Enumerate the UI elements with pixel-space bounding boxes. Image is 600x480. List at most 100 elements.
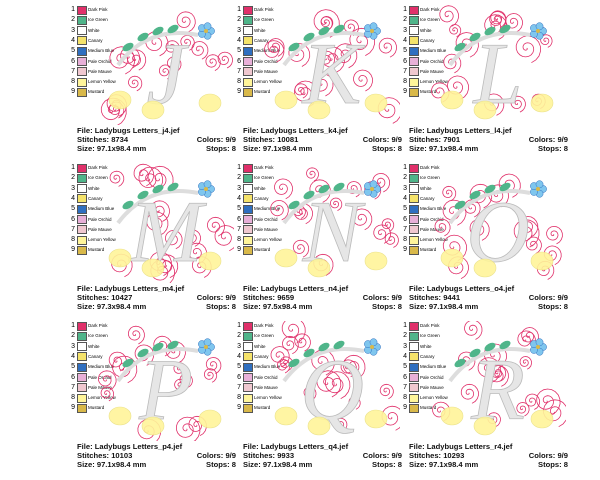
color-name: Canary bbox=[254, 195, 269, 201]
design-preview: K bbox=[264, 9, 400, 124]
swirl bbox=[464, 321, 483, 340]
stitches-label: Stitches: bbox=[243, 135, 276, 144]
file-name: File: Ladybugs Letters_q4.jef bbox=[243, 442, 348, 451]
color-name: Pale Mauve bbox=[254, 384, 278, 390]
color-swatch bbox=[409, 77, 419, 87]
vine bbox=[448, 347, 531, 383]
file-name-value: Ladybugs Letters_q4.jef bbox=[260, 442, 349, 451]
color-swatch bbox=[409, 321, 419, 331]
design-preview: R bbox=[432, 321, 566, 439]
color-number: 6 bbox=[403, 373, 407, 381]
color-swatch bbox=[243, 245, 253, 255]
swirl bbox=[282, 335, 299, 355]
file-name: File: Ladybugs Letters_n4.jef bbox=[243, 284, 348, 293]
color-number: 7 bbox=[403, 383, 407, 391]
stitches-value: 9441 bbox=[443, 293, 461, 302]
size-value: 97.1x98.4 mm bbox=[96, 144, 147, 153]
swirl bbox=[469, 218, 490, 241]
file-name-label: File: bbox=[243, 126, 259, 135]
swirl bbox=[489, 11, 507, 30]
design-preview: Q bbox=[270, 321, 400, 439]
color-name: Dark Pink bbox=[420, 165, 440, 170]
stops-label: Stops: bbox=[372, 144, 396, 153]
leaf bbox=[469, 190, 481, 200]
color-swatch bbox=[409, 57, 419, 66]
stitches-value: 10103 bbox=[111, 451, 133, 460]
design-card: 1 Dark Pink 2 Ice Green 3 White 4 Canary 5 Medium… bbox=[234, 321, 402, 471]
color-name: Pale Mauve bbox=[420, 384, 444, 390]
swirl bbox=[352, 208, 373, 231]
colors: Colors: 9/9 bbox=[363, 135, 402, 144]
leaf bbox=[137, 190, 149, 200]
color-swatch bbox=[77, 362, 87, 372]
stops-label: Stops: bbox=[372, 460, 396, 469]
color-name: Medium Blue bbox=[420, 48, 447, 54]
swirl bbox=[174, 378, 187, 393]
color-number: 9 bbox=[237, 246, 241, 254]
petal bbox=[369, 180, 378, 189]
colors: Colors: 9/9 bbox=[197, 135, 236, 144]
color-number: 4 bbox=[237, 352, 241, 360]
color-swatch bbox=[409, 362, 419, 372]
stitches: Stitches: 9441 bbox=[409, 293, 460, 302]
swirl bbox=[483, 343, 507, 369]
color-swatch bbox=[409, 393, 419, 403]
swirl bbox=[173, 362, 187, 377]
color-number: 1 bbox=[403, 322, 407, 329]
leaf bbox=[499, 340, 511, 350]
colors-value: 9/9 bbox=[391, 451, 402, 460]
color-number: 8 bbox=[403, 236, 407, 244]
swirl bbox=[319, 50, 336, 68]
swirl bbox=[185, 229, 201, 247]
size-value: 97.1x98.4 mm bbox=[428, 460, 479, 469]
color-name: Lemon Yellow bbox=[254, 237, 282, 243]
color-swatch bbox=[409, 235, 419, 245]
color-swatch bbox=[243, 403, 253, 413]
color-name: Medium Blue bbox=[420, 206, 447, 212]
color-name: Medium Blue bbox=[88, 206, 115, 212]
color-name: Mustard bbox=[254, 89, 271, 95]
color-number: 2 bbox=[403, 174, 407, 182]
color-name: Mustard bbox=[88, 405, 105, 411]
color-name: Pale Orchid bbox=[254, 58, 278, 64]
color-number: 1 bbox=[71, 6, 75, 13]
leaf bbox=[122, 42, 134, 52]
color-name: Canary bbox=[88, 37, 103, 43]
color-number: 8 bbox=[71, 394, 75, 402]
file-name-value: Ladybugs Letters_m4.jef bbox=[94, 284, 185, 293]
color-swatch bbox=[409, 15, 419, 25]
leaf bbox=[454, 200, 466, 210]
size-label: Size: bbox=[409, 460, 427, 469]
color-number: 6 bbox=[71, 373, 75, 381]
design-preview: O bbox=[434, 173, 563, 281]
stops: Stops: 8 bbox=[206, 302, 236, 311]
stops-label: Stops: bbox=[206, 302, 230, 311]
design-preview: L bbox=[431, 5, 554, 123]
color-name: Ice Green bbox=[254, 17, 274, 23]
color-number: 9 bbox=[403, 404, 407, 412]
flower-center bbox=[370, 29, 374, 33]
swirl bbox=[109, 170, 125, 187]
swirl bbox=[460, 383, 479, 404]
color-name: Mustard bbox=[420, 89, 437, 95]
color-swatch bbox=[243, 215, 253, 224]
stops-value: 8 bbox=[397, 460, 402, 469]
file-name-value: Ladybugs Letters_n4.jef bbox=[260, 284, 349, 293]
color-name: Mustard bbox=[420, 247, 437, 253]
color-swatch bbox=[243, 194, 253, 204]
color-number: 6 bbox=[237, 373, 241, 381]
leaf bbox=[469, 32, 481, 42]
color-swatch bbox=[77, 77, 87, 87]
color-number: 6 bbox=[237, 215, 241, 223]
swirl bbox=[292, 239, 310, 258]
color-swatch bbox=[409, 204, 419, 214]
swirl bbox=[381, 405, 400, 431]
color-swatch bbox=[243, 393, 253, 403]
color-number: 2 bbox=[237, 16, 241, 24]
file-name-label: File: bbox=[409, 126, 425, 135]
leaf bbox=[288, 42, 300, 52]
color-number: 3 bbox=[71, 26, 75, 34]
color-name: Ice Green bbox=[88, 333, 108, 339]
swirl bbox=[379, 383, 394, 400]
color-swatch bbox=[77, 15, 87, 25]
